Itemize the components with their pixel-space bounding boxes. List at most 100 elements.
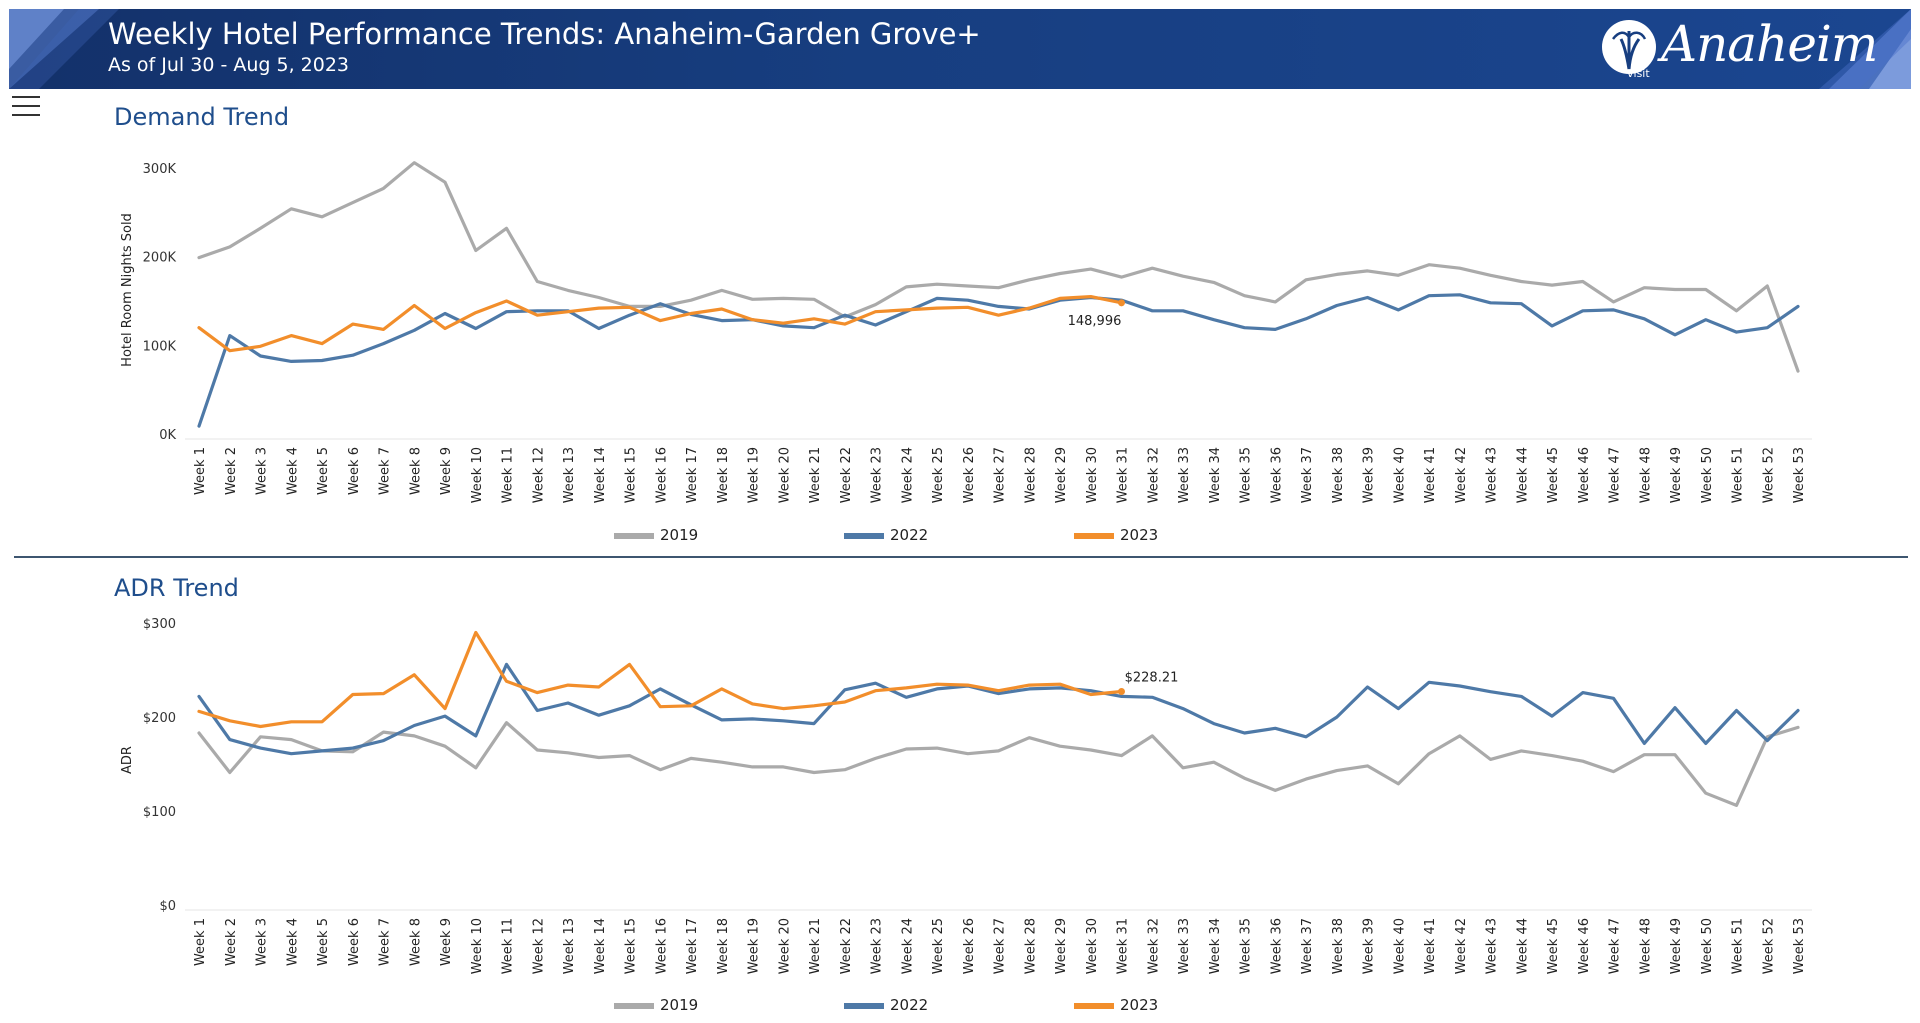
x-tick-label: Week 25: [931, 447, 946, 503]
annotation-point[interactable]: [1118, 299, 1125, 307]
x-tick-label: Week 11: [501, 918, 516, 974]
annotation-point[interactable]: [1118, 687, 1125, 695]
x-tick-label: Week 48: [1638, 447, 1653, 503]
x-tick-label: Week 11: [501, 447, 516, 503]
series-line-2019[interactable]: [197, 721, 1800, 807]
logo-word: Anaheim: [1661, 15, 1878, 73]
y-axis-label: ADR: [120, 746, 135, 774]
x-tick-label: Week 45: [1546, 918, 1561, 974]
series-line-2019[interactable]: [197, 161, 1800, 373]
x-tick-label: Week 18: [716, 918, 731, 974]
x-tick-label: Week 38: [1331, 447, 1346, 503]
x-tick-label: Week 33: [1177, 918, 1192, 974]
legend-swatch-2022: [844, 1002, 884, 1009]
y-axis-label: Hotel Room Nights Sold: [120, 213, 135, 367]
x-tick-label: Week 17: [685, 447, 700, 503]
y-tick-label: 300K: [143, 162, 177, 177]
x-tick-label: Week 25: [931, 918, 946, 974]
hamburger-menu-icon[interactable]: [12, 96, 40, 120]
x-tick-label: Week 20: [777, 918, 792, 974]
adr-trend-title: ADR Trend: [114, 574, 239, 602]
legend-swatch-2019: [614, 1002, 654, 1009]
x-tick-label: Week 35: [1239, 918, 1254, 974]
x-tick-label: Week 52: [1761, 918, 1776, 974]
x-tick-label: Week 3: [255, 447, 270, 495]
x-tick-label: Week 53: [1792, 918, 1807, 974]
x-tick-label: Week 36: [1269, 918, 1284, 974]
banner-decoration: [9, 9, 1911, 89]
legend-label: 2022: [890, 996, 929, 1014]
legend-item-2022[interactable]: 2022: [844, 526, 928, 544]
x-tick-label: Week 37: [1300, 447, 1315, 503]
x-tick-label: Week 35: [1239, 447, 1254, 503]
x-tick-label: Week 33: [1177, 447, 1192, 503]
x-tick-label: Week 26: [962, 447, 977, 503]
legend-item-2019[interactable]: 2019: [614, 526, 698, 544]
series-line-2023[interactable]: [197, 630, 1124, 729]
x-tick-label: Week 23: [870, 447, 885, 503]
page-title: Weekly Hotel Performance Trends: Anaheim…: [108, 17, 981, 51]
legend-swatch-2023: [1074, 1002, 1114, 1009]
y-tick-label: 200K: [143, 251, 177, 266]
x-tick-label: Week 39: [1362, 918, 1377, 974]
x-tick-label: Week 32: [1146, 918, 1161, 974]
x-tick-label: Week 8: [408, 447, 423, 495]
legend-label: 2019: [660, 526, 699, 544]
x-tick-label: Week 2: [224, 918, 239, 966]
x-tick-label: Week 30: [1085, 918, 1100, 974]
legend-label: 2019: [660, 996, 699, 1014]
x-tick-label: Week 46: [1577, 918, 1592, 974]
x-tick-label: Week 12: [531, 447, 546, 503]
x-tick-label: Week 3: [255, 918, 270, 966]
x-tick-label: Week 40: [1392, 447, 1407, 503]
series-line-2022[interactable]: [197, 662, 1800, 756]
legend-item-2019[interactable]: 2019: [614, 996, 698, 1014]
x-tick-label: Week 8: [408, 918, 423, 966]
adr-legend: 2019 2022 2023: [0, 996, 1920, 1016]
x-tick-label: Week 12: [531, 918, 546, 974]
x-tick-label: Week 51: [1731, 447, 1746, 503]
x-tick-label: Week 38: [1331, 918, 1346, 974]
x-tick-label: Week 51: [1731, 918, 1746, 974]
section-divider: [14, 556, 1908, 558]
x-tick-label: Week 44: [1515, 918, 1530, 974]
x-tick-label: Week 43: [1485, 918, 1500, 974]
x-tick-label: Week 49: [1669, 918, 1684, 974]
x-tick-label: Week 30: [1085, 447, 1100, 503]
legend-item-2023[interactable]: 2023: [1074, 526, 1158, 544]
legend-swatch-2019: [614, 532, 654, 539]
x-tick-label: Week 24: [900, 447, 915, 503]
x-tick-label: Week 43: [1485, 447, 1500, 503]
page-subtitle: As of Jul 30 - Aug 5, 2023: [108, 54, 350, 76]
x-tick-label: Week 32: [1146, 447, 1161, 503]
visit-anaheim-logo: visit Anaheim: [1599, 11, 1878, 89]
x-tick-label: Week 19: [747, 447, 762, 503]
legend-item-2022[interactable]: 2022: [844, 996, 928, 1014]
x-tick-label: Week 9: [439, 447, 454, 495]
series-line-2023[interactable]: [197, 295, 1124, 353]
x-tick-label: Week 20: [777, 447, 792, 503]
legend-label: 2023: [1120, 526, 1159, 544]
demand-trend-chart: 0K 100K 200K 300K Hotel Room Nights Sold Week…: [120, 161, 1812, 503]
x-tick-label: Week 21: [808, 447, 823, 503]
x-tick-label: Week 4: [285, 918, 300, 966]
y-tick-label: $100: [143, 805, 176, 820]
x-tick-label: Week 34: [1208, 918, 1223, 974]
x-tick-label: Week 15: [624, 447, 639, 503]
x-tick-label: Week 41: [1423, 918, 1438, 974]
y-tick-label: $300: [143, 617, 176, 632]
legend-item-2023[interactable]: 2023: [1074, 996, 1158, 1014]
series-line-2022[interactable]: [197, 293, 1800, 428]
y-tick-label: $200: [143, 711, 176, 726]
x-tick-label: Week 23: [870, 918, 885, 974]
x-tick-label: Week 22: [839, 918, 854, 974]
x-tick-label: Week 29: [1054, 918, 1069, 974]
y-tick-label: 100K: [143, 339, 177, 354]
x-tick-label: Week 37: [1300, 918, 1315, 974]
x-tick-label: Week 22: [839, 447, 854, 503]
x-tick-label: Week 44: [1515, 447, 1530, 503]
x-tick-label: Week 42: [1454, 447, 1469, 503]
x-tick-label: Week 47: [1608, 447, 1623, 503]
x-tick-label: Week 14: [593, 918, 608, 974]
x-tick-label: Week 31: [1116, 918, 1131, 974]
